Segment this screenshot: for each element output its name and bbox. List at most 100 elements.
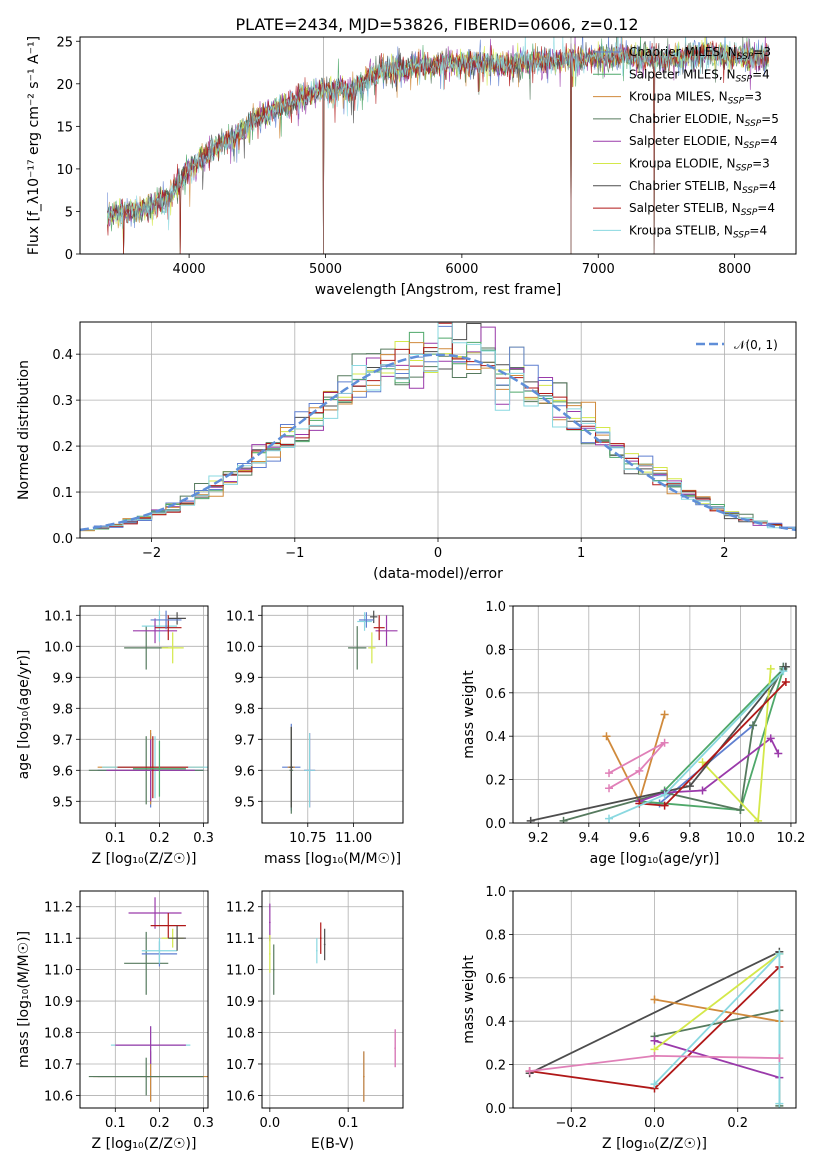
y-tick-label: 1.0 xyxy=(485,885,506,900)
legend-label: Chabrier ELODIE, NSSP=5 xyxy=(629,112,779,129)
series-marker xyxy=(660,801,669,810)
series-marker xyxy=(749,721,758,730)
legend-label: Chabrier MILES, NSSP=3 xyxy=(629,45,771,62)
series-marker xyxy=(650,1036,659,1045)
errorbar-point xyxy=(88,1057,204,1096)
series-line-3 xyxy=(654,998,780,1023)
x-tick-label: 0.1 xyxy=(105,831,126,846)
y-tick-label: 0.3 xyxy=(52,394,73,409)
y-tick-label: 0.6 xyxy=(485,687,506,702)
x-axis-label: age [log₁₀(age/yr)] xyxy=(590,851,720,867)
legend-label: Salpeter ELODIE, NSSP=4 xyxy=(629,134,778,151)
y-tick-label: 0.1 xyxy=(52,486,73,501)
errorbar-point xyxy=(289,726,294,808)
errorbar-point xyxy=(323,928,326,961)
y-tick-label: 15 xyxy=(56,120,73,135)
errorbar-point xyxy=(394,1029,396,1068)
x-tick-label: 7000 xyxy=(582,262,615,277)
series-marker xyxy=(698,758,707,767)
y-tick-label: 11.2 xyxy=(226,901,255,916)
errorbar-point xyxy=(150,610,182,630)
series-marker xyxy=(605,784,614,793)
y-tick-label: 11.1 xyxy=(226,932,255,947)
y-axis-label: age [log₁₀(age/yr)] xyxy=(16,650,32,780)
y-tick-label: 25 xyxy=(56,35,73,50)
y-tick-label: 0.4 xyxy=(52,348,73,363)
y-axis-label: Normed distribution xyxy=(16,360,32,500)
y-tick-label: 0.8 xyxy=(485,643,506,658)
x-tick-label: 10.75 xyxy=(289,831,326,846)
y-tick-label: 9.6 xyxy=(234,764,255,779)
series-marker xyxy=(602,732,611,741)
series-line-8 xyxy=(608,670,785,820)
errorbar-point xyxy=(304,733,316,808)
errorbar-point xyxy=(269,935,271,973)
series-marker xyxy=(698,786,707,795)
histogram-step-8 xyxy=(80,322,796,531)
plot-area xyxy=(262,606,403,823)
normal-reference-curve xyxy=(80,353,796,532)
errorbar-point xyxy=(161,632,184,664)
y-tick-label: 9.7 xyxy=(52,733,73,748)
plot-area xyxy=(513,606,796,823)
series-marker xyxy=(775,1054,784,1063)
series-marker xyxy=(781,662,790,671)
series-marker xyxy=(781,677,790,686)
series-marker xyxy=(605,814,614,823)
errorbar-point xyxy=(319,922,322,954)
y-tick-label: 9.8 xyxy=(234,702,255,717)
legend-label: Kroupa MILES, NSSP=3 xyxy=(629,90,762,107)
errorbar-point xyxy=(141,610,178,642)
x-tick-label: 2 xyxy=(720,546,728,561)
y-tick-label: 11.0 xyxy=(44,964,73,979)
series-marker xyxy=(605,769,614,778)
errorbar-point xyxy=(150,913,186,939)
x-tick-label: 9.4 xyxy=(578,831,599,846)
errorbar-point xyxy=(124,931,169,995)
y-tick-label: 0.0 xyxy=(52,532,73,547)
axes-frame xyxy=(261,890,404,1109)
series-marker xyxy=(559,816,568,823)
plot-area xyxy=(107,37,769,254)
x-tick-label: 0.1 xyxy=(338,1116,359,1131)
plot-area xyxy=(262,891,403,1108)
series-line-9 xyxy=(608,741,666,790)
y-tick-label: 10.6 xyxy=(44,1089,73,1104)
y-tick-label: 5 xyxy=(65,205,73,220)
errorbar-point xyxy=(128,897,182,929)
axes-frame xyxy=(79,605,209,824)
errorbar-point xyxy=(272,944,275,995)
x-tick-label: 0.2 xyxy=(727,1116,748,1131)
x-axis-label: Z [log₁₀(Z/Z☉)] xyxy=(602,1136,707,1152)
y-tick-label: 20 xyxy=(56,78,73,93)
x-axis-label: mass [log₁₀(M/M☉)] xyxy=(264,851,401,867)
errorbar-point xyxy=(115,1026,186,1064)
x-tick-label: −0.2 xyxy=(555,1116,587,1131)
x-tick-label: 11.00 xyxy=(335,831,372,846)
x-tick-label: 0.3 xyxy=(193,1116,214,1131)
series-marker xyxy=(650,1080,659,1089)
spectrum-line-8 xyxy=(107,37,769,231)
errorbar-point xyxy=(168,925,186,951)
x-tick-label: 9.2 xyxy=(528,831,549,846)
panel-7: −0.2 0.0 0.2 0.0 0.2 0.4 0.6 0.8 1.0 Z [log₁₀(Z/Z… xyxy=(461,885,797,1152)
panel-3: 10.75 11.00 9.5 9.6 9.7 9.8 9.9 10.0 10.1 mass [l… xyxy=(226,605,404,867)
series-marker xyxy=(766,664,775,673)
x-tick-label: 5000 xyxy=(309,262,342,277)
y-tick-label: 0 xyxy=(65,248,73,263)
x-tick-label: 0.0 xyxy=(259,1116,280,1131)
errorbar-point xyxy=(124,626,169,670)
x-axis-label: E(B-V) xyxy=(311,1136,354,1152)
y-tick-label: 10 xyxy=(56,163,73,178)
errorbar-point xyxy=(168,612,186,625)
x-tick-label: 0.2 xyxy=(149,831,170,846)
x-tick-label: 0 xyxy=(434,546,442,561)
y-tick-label: 0.0 xyxy=(485,1102,506,1117)
series-marker xyxy=(779,667,788,676)
errorbar-point xyxy=(141,938,178,964)
legend-label: Salpeter MILES, NSSP=4 xyxy=(629,67,770,84)
y-tick-label: 10.0 xyxy=(44,640,73,655)
axes-frame xyxy=(261,605,404,824)
x-axis-label: Z [log₁₀(Z/Z☉)] xyxy=(92,851,197,867)
y-tick-label: 0.8 xyxy=(485,928,506,943)
